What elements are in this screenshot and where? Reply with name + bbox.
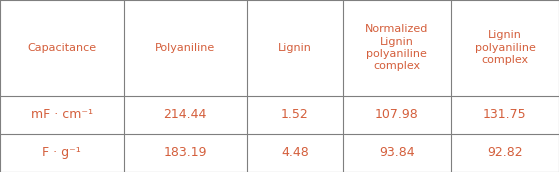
Text: 4.48: 4.48 (281, 146, 309, 159)
Text: 93.84: 93.84 (379, 146, 415, 159)
Text: 131.75: 131.75 (483, 108, 527, 121)
Text: Lignin: Lignin (278, 43, 312, 53)
Text: Lignin
polyaniline
complex: Lignin polyaniline complex (475, 30, 536, 65)
Text: F · g⁻¹: F · g⁻¹ (42, 146, 81, 159)
Text: 92.82: 92.82 (487, 146, 523, 159)
Text: Polyaniline: Polyaniline (155, 43, 215, 53)
Text: mF · cm⁻¹: mF · cm⁻¹ (31, 108, 93, 121)
Text: Normalized
Lignin
polyaniline
complex: Normalized Lignin polyaniline complex (365, 24, 429, 71)
Text: 214.44: 214.44 (164, 108, 207, 121)
Text: 183.19: 183.19 (164, 146, 207, 159)
Text: Capacitance: Capacitance (27, 43, 96, 53)
Text: 1.52: 1.52 (281, 108, 309, 121)
Text: 107.98: 107.98 (375, 108, 419, 121)
